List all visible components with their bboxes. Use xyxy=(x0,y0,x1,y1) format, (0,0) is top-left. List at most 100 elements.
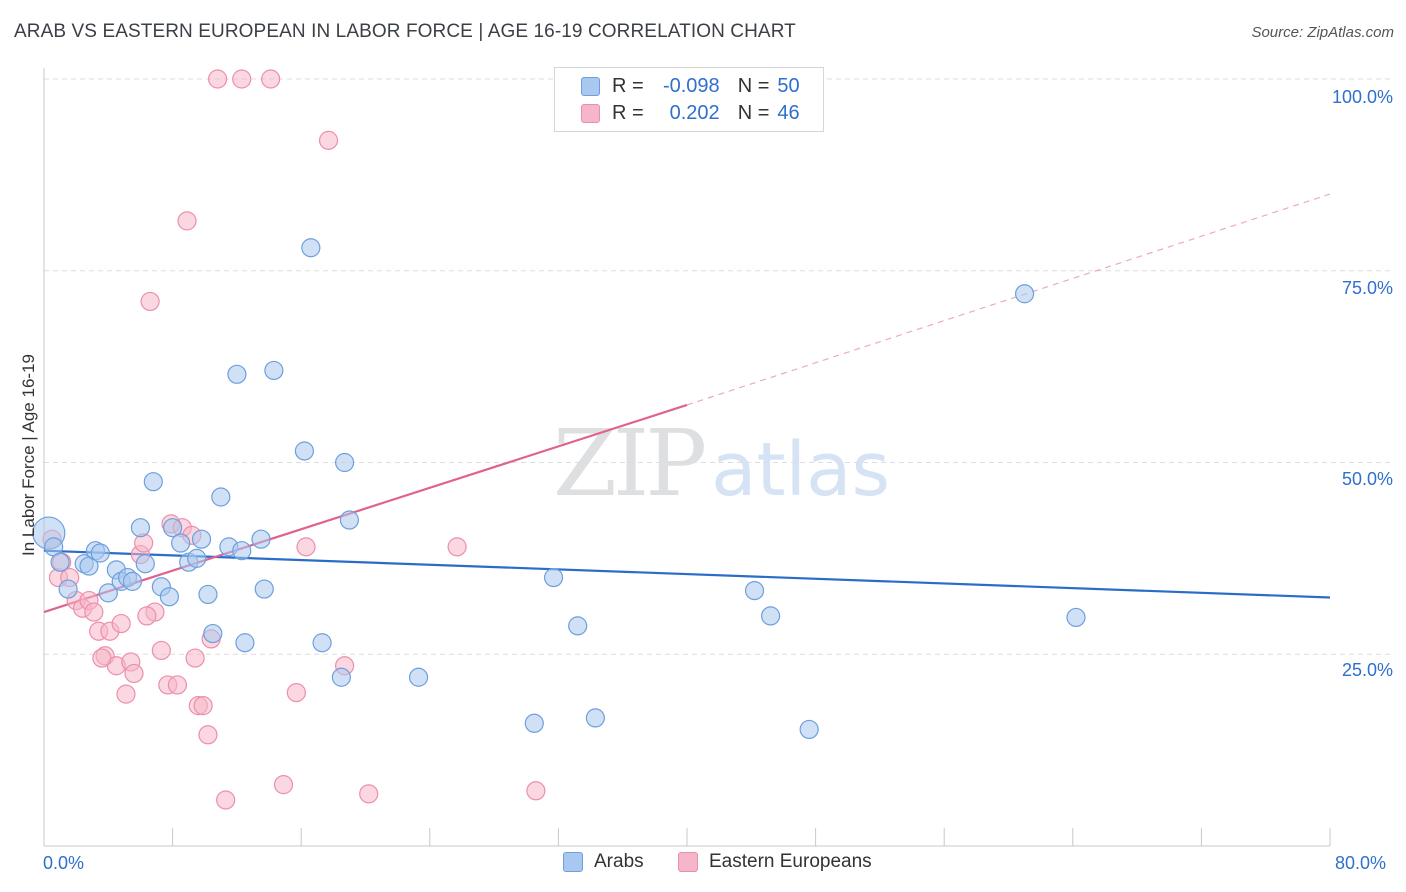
point-arabs xyxy=(312,633,332,653)
point-eastern-europeans xyxy=(232,69,252,89)
gridlines xyxy=(44,78,1394,655)
legend-row-eastern-europeans: R = 0.202 N = 46 xyxy=(581,100,800,126)
watermark-zip: ZIP xyxy=(553,410,707,517)
chart-title: ARAB VS EASTERN EUROPEAN IN LABOR FORCE … xyxy=(14,21,796,42)
point-arabs xyxy=(339,510,360,530)
trend-line-arabs xyxy=(43,549,1331,599)
point-eastern-europeans xyxy=(111,613,131,634)
point-eastern-europeans xyxy=(124,663,144,684)
point-eastern-europeans xyxy=(273,775,294,795)
legend-r-value: 0.202 xyxy=(669,101,720,124)
point-eastern-europeans xyxy=(185,648,205,668)
point-arabs xyxy=(235,633,255,653)
point-arabs xyxy=(264,360,284,381)
point-eastern-europeans xyxy=(447,537,467,557)
y-tick-label-75: 75.0% xyxy=(1341,278,1393,298)
point-arabs xyxy=(227,364,247,384)
y-tick-label-100: 100.0% xyxy=(1331,87,1393,107)
point-eastern-europeans xyxy=(216,790,236,810)
x-tick-label-max: 80.0% xyxy=(1335,853,1387,873)
point-arabs xyxy=(799,719,819,740)
legend-swatch-arabs xyxy=(581,76,600,96)
point-arabs xyxy=(585,708,605,728)
point-arabs xyxy=(543,567,564,588)
point-arabs xyxy=(301,238,321,258)
point-arabs xyxy=(130,518,151,538)
point-arabs xyxy=(232,541,252,561)
legend-swatch-eastern-europeans xyxy=(581,103,600,123)
legend-n-value: 50 xyxy=(777,74,800,97)
point-arabs xyxy=(331,667,351,687)
point-eastern-europeans xyxy=(116,684,136,704)
point-arabs xyxy=(58,579,78,599)
point-arabs xyxy=(135,554,155,574)
legend-r-label: R = xyxy=(612,74,644,97)
point-arabs xyxy=(171,533,191,553)
series-legend: Arabs Eastern Europeans xyxy=(0,851,1406,877)
legend-swatch-arabs xyxy=(563,852,583,872)
legend-n-value: 46 xyxy=(777,101,800,124)
point-arabs xyxy=(198,584,218,605)
point-arabs xyxy=(408,667,429,687)
legend-swatch-eastern-europeans xyxy=(678,852,698,872)
y-tick-label-50: 50.0% xyxy=(1341,469,1393,489)
point-arabs xyxy=(744,580,765,601)
point-arabs xyxy=(159,587,179,607)
point-eastern-europeans xyxy=(137,606,157,626)
point-arabs xyxy=(163,518,183,538)
point-arabs xyxy=(211,487,231,507)
source-label: Source: ZipAtlas.com xyxy=(1251,24,1394,41)
legend-item-eastern-europeans[interactable]: Eastern Europeans xyxy=(678,851,872,873)
point-eastern-europeans xyxy=(84,602,104,622)
point-arabs xyxy=(203,623,223,644)
trend-line-extension-eastern-europeans xyxy=(686,193,1331,406)
trend-line-eastern-europeans xyxy=(43,403,688,614)
point-eastern-europeans xyxy=(151,640,171,661)
point-arabs xyxy=(187,548,207,568)
point-eastern-europeans xyxy=(296,537,316,557)
data-points xyxy=(32,69,1086,810)
watermark: ZIP atlas xyxy=(553,410,890,517)
point-arabs xyxy=(524,713,544,733)
legend-row-arabs: R = -0.098 N = 50 xyxy=(581,73,800,99)
axes xyxy=(43,68,1331,847)
point-arabs xyxy=(50,552,70,572)
point-arabs xyxy=(90,543,110,563)
point-eastern-europeans xyxy=(286,682,306,703)
point-eastern-europeans xyxy=(140,291,160,312)
legend-n-label: N = xyxy=(737,101,770,124)
point-arabs xyxy=(760,606,781,626)
legend-label-eastern-europeans: Eastern Europeans xyxy=(709,851,872,872)
point-arabs xyxy=(191,529,212,549)
point-arabs xyxy=(568,616,588,636)
point-eastern-europeans xyxy=(359,784,379,804)
point-eastern-europeans xyxy=(198,725,218,745)
point-arabs xyxy=(1066,607,1086,628)
point-arabs xyxy=(122,571,143,591)
legend-item-arabs[interactable]: Arabs xyxy=(563,851,644,873)
point-eastern-europeans xyxy=(92,648,112,668)
y-tick-label-25: 25.0% xyxy=(1341,660,1393,680)
trend-lines xyxy=(43,193,1331,614)
legend-r-value: -0.098 xyxy=(662,74,720,97)
point-eastern-europeans xyxy=(318,130,339,150)
legend-n-label: N = xyxy=(737,74,770,97)
point-arabs xyxy=(294,441,315,461)
point-eastern-europeans xyxy=(526,781,546,801)
x-tick-label-min: 0.0% xyxy=(43,853,85,873)
point-arabs xyxy=(143,472,163,492)
point-arabs xyxy=(98,583,118,603)
point-arabs xyxy=(335,452,355,473)
y-axis-title: In Labor Force | Age 16-19 xyxy=(19,354,38,556)
correlation-legend: R = -0.098 N = 50 R = 0.202 N = 46 xyxy=(554,67,824,132)
point-eastern-europeans xyxy=(177,211,197,231)
legend-label-arabs: Arabs xyxy=(594,851,644,872)
point-arabs xyxy=(254,579,274,599)
point-eastern-europeans xyxy=(208,69,228,89)
point-arabs xyxy=(1014,284,1035,304)
point-eastern-europeans xyxy=(193,696,213,716)
point-arabs xyxy=(251,529,271,549)
watermark-atlas: atlas xyxy=(711,427,890,513)
point-eastern-europeans xyxy=(261,69,281,89)
